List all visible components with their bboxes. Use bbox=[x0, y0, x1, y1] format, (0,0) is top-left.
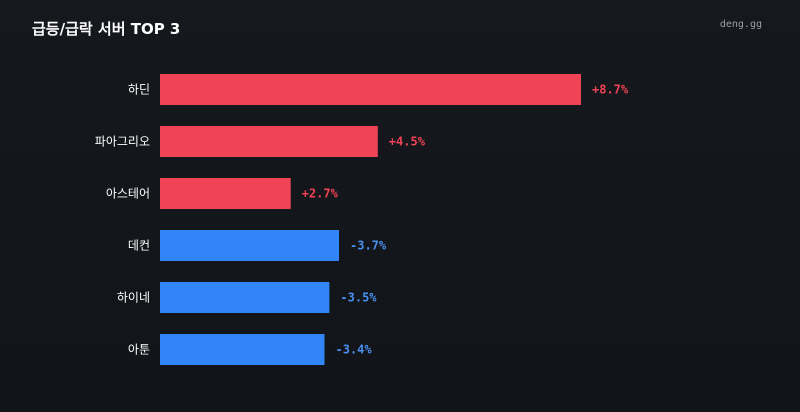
value-label-2: +2.7% bbox=[302, 187, 339, 201]
category-label-3: 데컨 bbox=[128, 239, 150, 253]
value-label-1: +4.5% bbox=[389, 135, 426, 149]
value-label-0: +8.7% bbox=[592, 83, 629, 97]
category-label-5: 아툰 bbox=[128, 343, 150, 357]
category-label-1: 파아그리오 bbox=[95, 135, 150, 149]
brand-watermark: deng.gg bbox=[719, 19, 762, 30]
category-label-2: 아스테어 bbox=[106, 187, 150, 201]
bar-3 bbox=[160, 230, 339, 261]
bar-5 bbox=[160, 334, 325, 365]
category-label-0: 하딘 bbox=[128, 83, 150, 97]
value-label-5: -3.4% bbox=[336, 343, 373, 357]
value-label-4: -3.5% bbox=[340, 291, 377, 305]
value-label-3: -3.7% bbox=[350, 239, 387, 253]
bar-2 bbox=[160, 178, 291, 209]
bar-0 bbox=[160, 74, 581, 105]
bar-1 bbox=[160, 126, 378, 157]
chart-title: 급등/급락 서버 TOP 3 bbox=[32, 20, 181, 38]
category-label-4: 하이네 bbox=[117, 291, 150, 305]
bar-4 bbox=[160, 282, 330, 313]
